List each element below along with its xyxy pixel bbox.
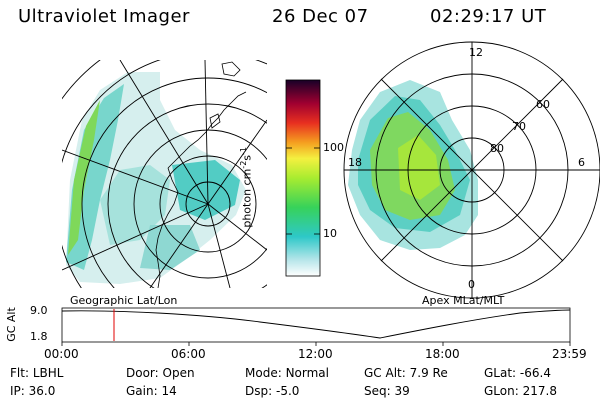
- geographic-map: [62, 60, 267, 288]
- altitude-plot-frame: [61, 307, 571, 343]
- altitude-ticks: [61, 342, 571, 346]
- lat-label-70: 70: [512, 120, 526, 133]
- instrument-title: Ultraviolet Imager: [18, 6, 190, 27]
- latitude-grid: [62, 60, 267, 288]
- colorbar-tick-10: 10: [323, 227, 337, 240]
- altitude-ytick-top: 9.0: [30, 304, 48, 317]
- colorbar: [285, 79, 321, 277]
- mlt-label-6: 6: [578, 156, 585, 169]
- info-glon: GLon: 217.8: [484, 384, 557, 398]
- info-mode: Mode: Normal: [245, 366, 329, 380]
- lat-label-60: 60: [536, 98, 550, 111]
- altitude-xtick-3: 18:00: [425, 347, 460, 361]
- info-seq: Seq: 39: [364, 384, 410, 398]
- aurora-emission-left: [66, 72, 246, 284]
- colorbar-unit-label: photon cm-2s-1: [239, 146, 254, 228]
- coastline: [155, 61, 247, 288]
- date-label: 26 Dec 07: [272, 6, 369, 27]
- altitude-xtick-2: 12:00: [298, 347, 333, 361]
- altitude-xtick-0: 00:00: [44, 347, 79, 361]
- lat-label-80: 80: [490, 142, 504, 155]
- altitude-curve: [61, 309, 571, 339]
- mlt-label-12: 12: [469, 46, 483, 59]
- info-flt: Flt: LBHL: [10, 366, 64, 380]
- info-gcalt: GC Alt: 7.9 Re: [364, 366, 448, 380]
- mlt-label-18: 18: [348, 156, 362, 169]
- colorbar-ticks: [286, 147, 320, 235]
- right-panel-caption: Apex MLat/MLT: [422, 294, 505, 307]
- info-ip: IP: 36.0: [10, 384, 56, 398]
- mlt-label-0: 0: [468, 278, 475, 291]
- info-dsp: Dsp: -5.0: [245, 384, 300, 398]
- left-panel-caption: Geographic Lat/Lon: [70, 294, 178, 307]
- info-gain: Gain: 14: [126, 384, 177, 398]
- altitude-xtick-4: 23:59: [552, 347, 587, 361]
- info-door: Door: Open: [126, 366, 195, 380]
- info-glat: GLat: -66.4: [484, 366, 551, 380]
- colorbar-tick-100: 100: [323, 141, 344, 154]
- longitude-grid: [62, 60, 267, 288]
- time-label: 02:29:17 UT: [430, 6, 547, 27]
- altitude-xtick-1: 06:00: [171, 347, 206, 361]
- altitude-ylabel: GC Alt: [4, 307, 18, 342]
- altitude-ytick-bottom: 1.8: [30, 330, 48, 343]
- magnetic-polar-plot: [343, 41, 600, 299]
